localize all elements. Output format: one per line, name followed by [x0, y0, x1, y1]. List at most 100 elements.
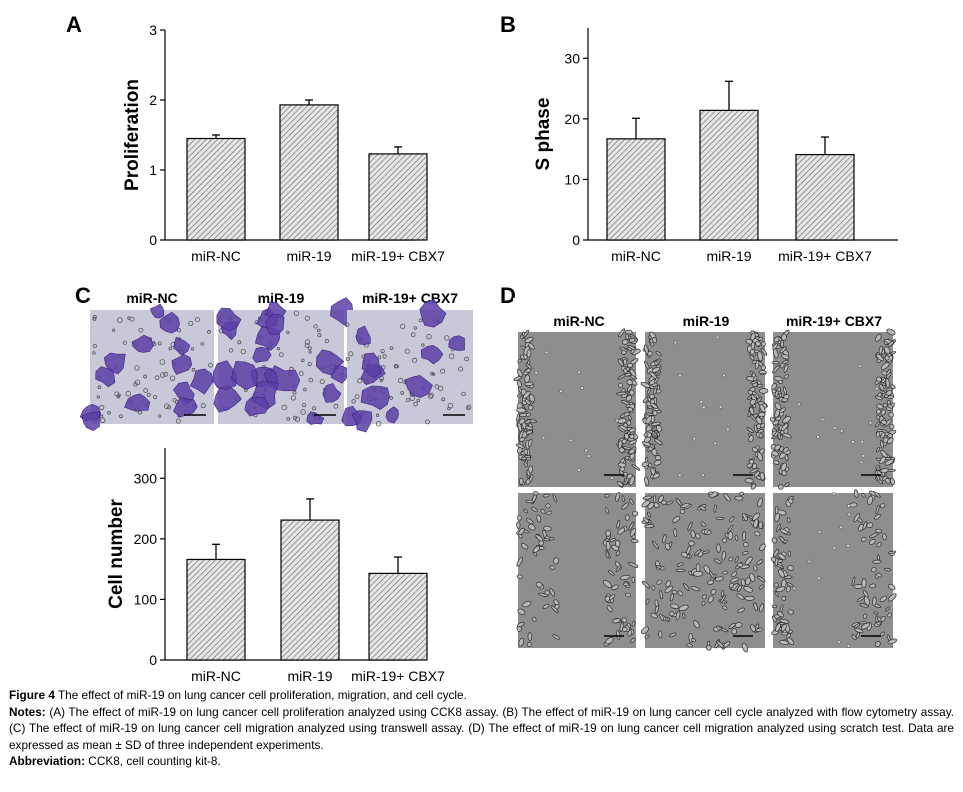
- adherent-cell: [605, 541, 611, 551]
- adherent-cell: [656, 410, 662, 414]
- floating-cell: [580, 386, 584, 390]
- adherent-cell: [728, 556, 734, 562]
- adherent-cell: [876, 542, 882, 548]
- membrane-pore: [200, 403, 206, 409]
- scratch-photo-mir-nc-0h: [513, 328, 641, 488]
- adherent-cell: [617, 440, 623, 449]
- adherent-cell: [621, 495, 625, 502]
- floating-cell: [846, 543, 850, 548]
- membrane-pore: [294, 416, 301, 422]
- adherent-cell: [759, 471, 765, 481]
- floating-cell: [568, 438, 573, 443]
- adherent-cell: [729, 516, 735, 523]
- membrane-pore: [143, 388, 148, 393]
- adherent-cell: [715, 516, 725, 520]
- adherent-cell: [787, 550, 792, 557]
- adherent-cell: [707, 491, 713, 496]
- adherent-cell: [771, 361, 780, 365]
- adherent-cell: [629, 337, 636, 343]
- adherent-cell: [527, 404, 534, 411]
- adherent-cell: [774, 402, 782, 411]
- chart-c-xtick-label: miR-NC: [191, 668, 241, 684]
- membrane-pore: [166, 405, 172, 410]
- adherent-cell: [659, 589, 663, 600]
- adherent-cell: [778, 379, 783, 384]
- adherent-cell: [887, 612, 893, 618]
- adherent-cell: [641, 461, 650, 467]
- adherent-cell: [536, 514, 542, 523]
- floating-cell: [678, 373, 682, 378]
- adherent-cell: [860, 622, 871, 630]
- adherent-cell: [782, 447, 789, 453]
- adherent-cell: [783, 374, 789, 380]
- chart-a-ytick-label: 1: [149, 162, 157, 178]
- adherent-cell: [872, 596, 877, 607]
- membrane-pore: [159, 359, 166, 365]
- adherent-cell: [742, 512, 748, 522]
- adherent-cell: [516, 407, 526, 414]
- transwell-photo-mir-nc: [79, 303, 214, 431]
- membrane-pore: [300, 409, 306, 415]
- adherent-cell: [750, 380, 758, 385]
- adherent-cell: [744, 595, 755, 601]
- adherent-cell: [886, 368, 891, 376]
- membrane-pore: [437, 385, 444, 391]
- adherent-cell: [527, 632, 533, 642]
- adherent-cell: [882, 475, 888, 481]
- caption-figure-line: Figure 4 The effect of miR-19 on lung ca…: [9, 687, 954, 704]
- adherent-cell: [729, 577, 740, 583]
- adherent-cell: [742, 530, 747, 542]
- adherent-cell: [535, 534, 543, 542]
- adherent-cell: [624, 514, 630, 521]
- migrated-cell: [263, 368, 278, 384]
- floating-cell: [577, 468, 581, 472]
- chart-a-xtick-label: miR-NC: [191, 248, 241, 264]
- membrane-pore: [298, 371, 304, 377]
- caption-notes-label: Notes:: [9, 704, 46, 719]
- adherent-cell: [640, 626, 650, 635]
- floating-cell: [839, 525, 843, 530]
- floating-cell: [847, 512, 851, 517]
- adherent-cell: [518, 429, 524, 440]
- floating-cell: [868, 421, 873, 425]
- adherent-cell: [775, 586, 786, 593]
- adherent-cell: [628, 448, 636, 455]
- adherent-cell: [531, 506, 538, 513]
- membrane-pore: [286, 417, 290, 421]
- adherent-cell: [878, 456, 887, 464]
- adherent-cell: [627, 362, 634, 368]
- floating-cell: [817, 530, 822, 534]
- migrated-cell: [356, 325, 371, 346]
- adherent-cell: [887, 340, 895, 347]
- adherent-cell: [527, 438, 533, 448]
- adherent-cell: [686, 643, 693, 648]
- chart-b-ytick-label: 20: [564, 111, 580, 127]
- adherent-cell: [669, 603, 680, 609]
- adherent-cell: [750, 332, 756, 341]
- adherent-cell: [677, 590, 684, 597]
- adherent-cell: [653, 459, 662, 466]
- adherent-cell: [779, 618, 790, 624]
- adherent-cell: [630, 638, 636, 643]
- adherent-cell: [755, 416, 763, 425]
- adherent-cell: [617, 462, 627, 468]
- floating-cell: [584, 448, 588, 453]
- adherent-cell: [629, 475, 635, 486]
- membrane-pore: [404, 348, 410, 354]
- adherent-cell: [781, 595, 787, 601]
- adherent-cell: [529, 394, 535, 403]
- adherent-cell: [606, 605, 613, 613]
- membrane-pore: [304, 339, 311, 345]
- adherent-cell: [645, 598, 650, 605]
- adherent-cell: [707, 595, 714, 604]
- membrane-pore: [308, 377, 314, 383]
- adherent-cell: [542, 603, 550, 610]
- floating-cell: [832, 426, 837, 430]
- adherent-cell: [665, 500, 674, 506]
- adherent-cell: [517, 515, 522, 521]
- floating-cell: [586, 454, 591, 458]
- adherent-cell: [552, 634, 560, 640]
- membrane-pore: [194, 317, 200, 323]
- membrane-pore: [405, 398, 410, 403]
- migrated-cell: [404, 375, 433, 398]
